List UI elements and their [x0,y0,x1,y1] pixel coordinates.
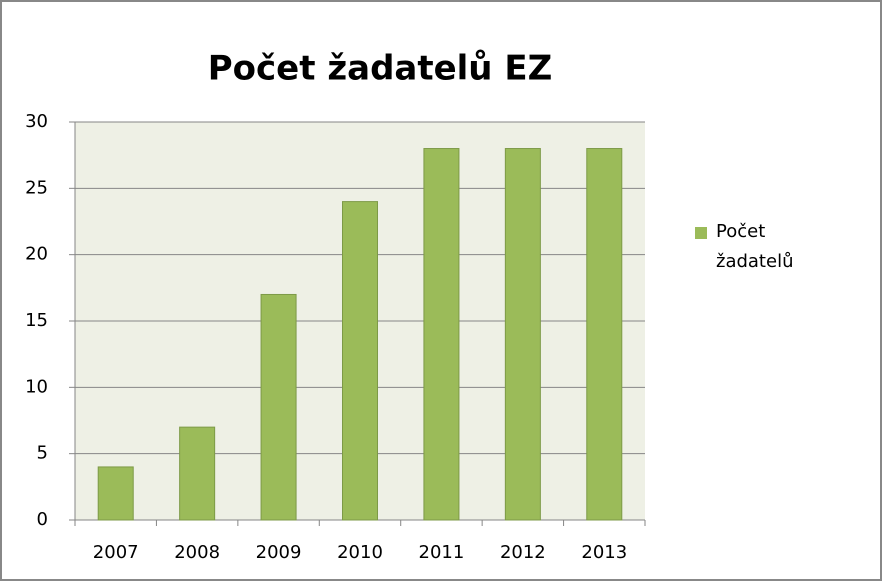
y-tick-label: 10 [25,376,48,397]
bar [423,148,460,521]
y-tick-label: 15 [25,310,48,331]
bar [586,148,623,521]
chart-title: Počet žadatelů EZ [208,49,552,89]
x-tick-label: 2011 [419,542,465,563]
y-tick-label: 5 [37,443,48,464]
bar [97,466,134,521]
bar [341,201,379,521]
y-tick-label: 30 [25,111,48,132]
x-tick-label: 2013 [581,542,627,563]
x-tick-label: 2008 [174,542,220,563]
legend-swatch [695,227,707,239]
bar [179,426,216,521]
y-tick-label: 25 [25,177,48,198]
bar [260,293,297,521]
x-tick-label: 2010 [337,542,383,563]
legend-label: Počet žadatelů [716,221,794,272]
y-tick-label: 20 [25,244,48,265]
x-tick-label: 2007 [93,542,139,563]
bar [504,148,541,521]
x-tick-label: 2012 [500,542,546,563]
y-tick-label: 0 [37,509,48,530]
x-tick-label: 2009 [256,542,302,563]
